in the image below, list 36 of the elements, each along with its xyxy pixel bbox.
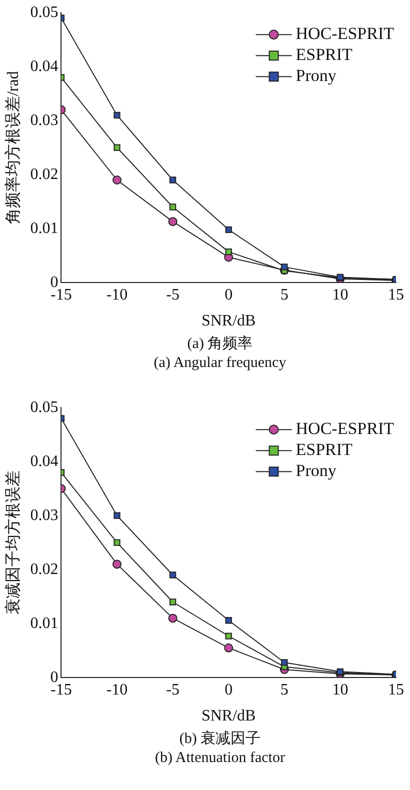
y-tick-label: 0.02: [30, 560, 58, 578]
x-tick-label: 0: [224, 681, 233, 698]
x-tick-label: -5: [166, 286, 180, 304]
x-tick-label: 5: [280, 681, 288, 698]
y-tick-label: 0.03: [30, 506, 58, 524]
text: (b) Attenuation factor: [154, 749, 286, 768]
x-tick-label: 5: [280, 286, 288, 304]
y-tick-label: 0.01: [30, 220, 58, 237]
x-tick-label: 15: [388, 681, 404, 698]
y-tick-label: 0.03: [30, 112, 58, 129]
x-tick-label: -10: [106, 286, 128, 304]
x-tick-label: 10: [332, 286, 348, 304]
text: (a) Angular frequency: [152, 354, 288, 373]
x-tick-label: 15: [388, 286, 404, 304]
x-tick-label: 10: [332, 681, 348, 698]
y-tick-label: 0.05: [30, 398, 58, 416]
y-tick-label: 0.04: [30, 58, 58, 75]
y-tick-label: 0.02: [30, 166, 58, 183]
x-tick-label: -5: [166, 681, 180, 698]
text: (a) 角频率: [186, 335, 254, 354]
y-axis-title: 角频率均方根误差/rad: [4, 71, 22, 224]
y-tick-label: 0.04: [30, 452, 58, 470]
legend-label: Prony: [296, 66, 337, 86]
legend-label: ESPRIT: [296, 45, 354, 64]
x-axis-title: SNR/dB: [201, 312, 256, 330]
legend-label: ESPRIT: [296, 440, 354, 460]
y-axis-title: 衰减因子均方根误差: [4, 470, 22, 615]
legend-label: Prony: [296, 461, 337, 480]
y-tick-label: 0.01: [30, 614, 58, 632]
x-tick-label: -10: [106, 681, 128, 698]
legend-label: HOC-ESPRIT: [296, 24, 395, 44]
y-tick-label: 0.05: [30, 4, 58, 21]
x-axis-title: SNR/dB: [201, 708, 256, 725]
legend-label: HOC-ESPRIT: [296, 419, 395, 438]
text: (b) 衰减因子: [178, 730, 262, 749]
x-tick-label: 0: [224, 286, 233, 304]
